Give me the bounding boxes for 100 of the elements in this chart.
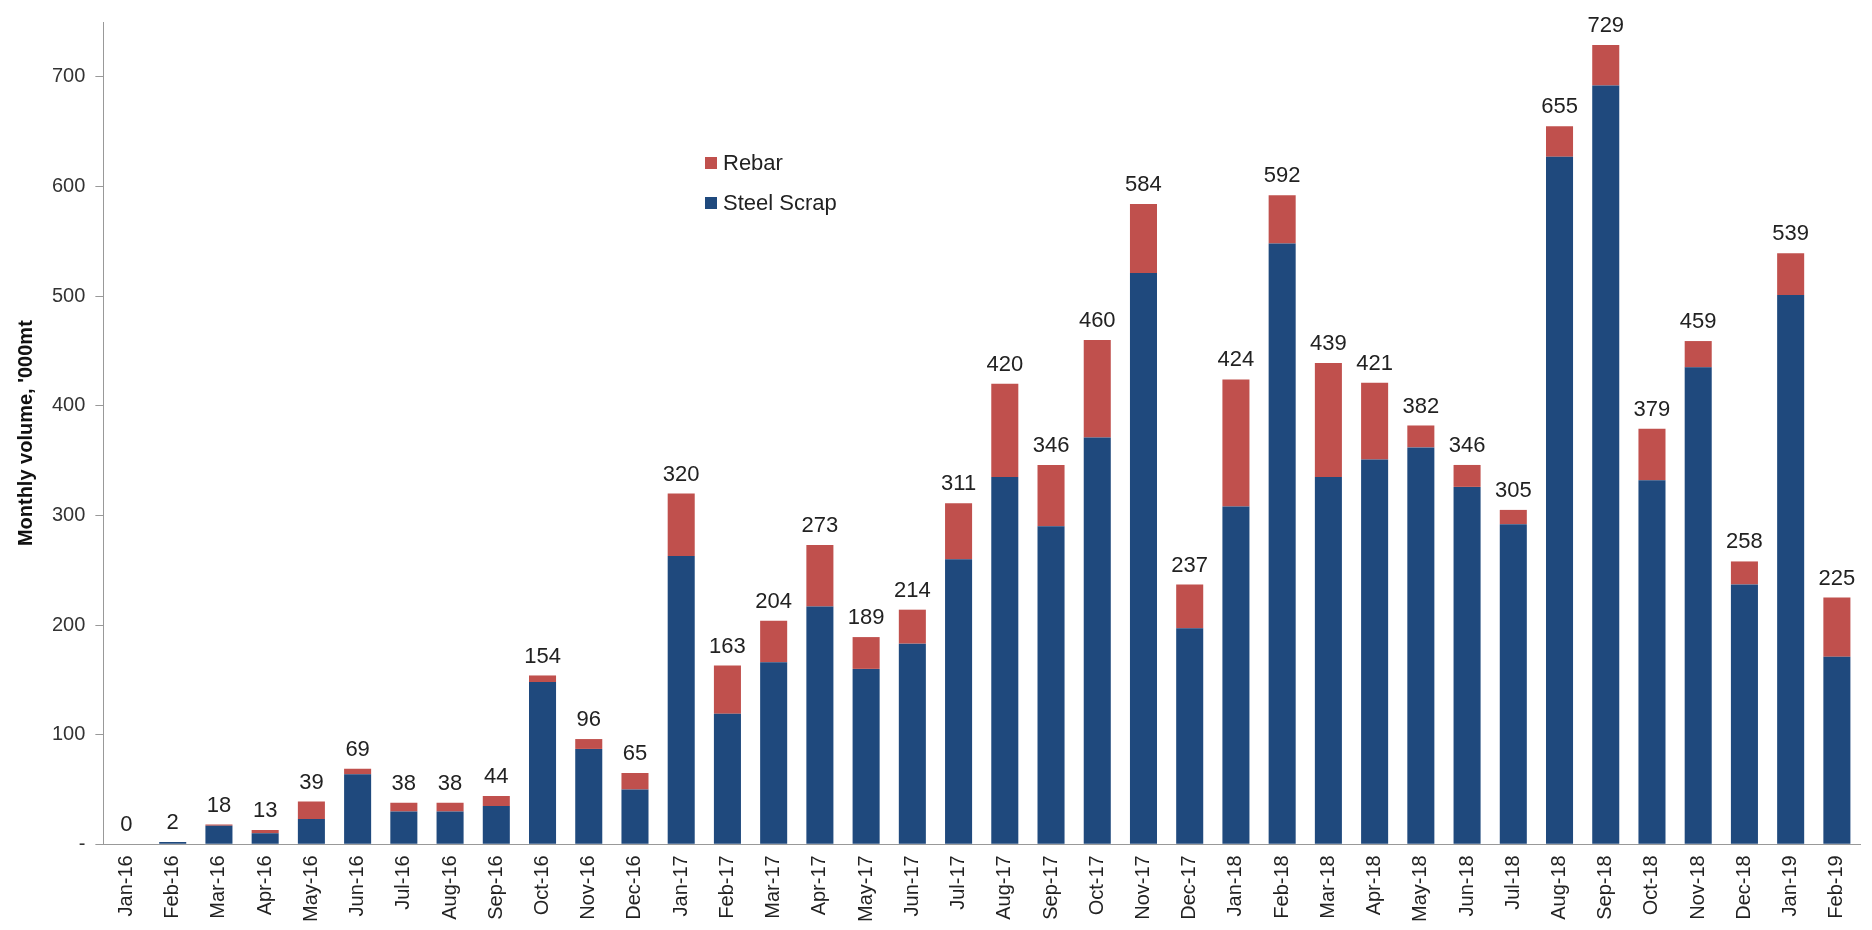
x-tick-label: Sep-18 <box>1593 855 1616 920</box>
total-label: 189 <box>847 604 885 630</box>
bar <box>344 774 372 844</box>
y-axis-title: Monthly volume, '000mt <box>13 319 36 547</box>
x-tick-label: Dec-18 <box>1731 855 1754 920</box>
bar <box>667 555 695 844</box>
x-tick-label: Mar-17 <box>761 855 784 919</box>
x-tick-label: Feb-17 <box>714 855 737 919</box>
total-label: 214 <box>893 576 931 602</box>
bar <box>760 620 788 663</box>
bar <box>1407 425 1435 448</box>
bar <box>1592 45 1620 86</box>
y-tick-label: 600 <box>51 173 86 196</box>
bar <box>575 748 603 844</box>
total-label: 38 <box>391 769 417 795</box>
bar <box>806 606 834 844</box>
bar <box>852 637 880 669</box>
bar <box>1638 480 1666 844</box>
total-label: 305 <box>1494 476 1532 502</box>
total-label: 18 <box>206 791 232 817</box>
bar <box>1684 367 1712 844</box>
y-tick-label: 400 <box>51 393 86 416</box>
bar <box>1407 447 1435 844</box>
bar <box>621 789 649 844</box>
bar <box>1361 382 1389 460</box>
bar <box>390 802 418 812</box>
bar <box>852 668 880 844</box>
bar <box>1499 524 1527 844</box>
bar <box>991 383 1019 478</box>
x-tick-label: Aug-17 <box>992 855 1015 920</box>
x-tick-label: Nov-18 <box>1685 855 1708 920</box>
bar <box>1314 477 1342 844</box>
total-label: 592 <box>1263 162 1301 188</box>
x-tick-label: Nov-17 <box>1131 855 1153 920</box>
bar <box>1730 584 1758 844</box>
x-tick-label: Jan-19 <box>1778 855 1801 917</box>
total-label: 459 <box>1679 308 1717 334</box>
total-label: 729 <box>1587 12 1625 38</box>
bar <box>898 643 926 844</box>
bar <box>1037 526 1065 844</box>
bar <box>436 802 464 812</box>
x-tick-label: Oct-18 <box>1639 855 1662 916</box>
total-label: 346 <box>1032 432 1070 458</box>
bar <box>667 493 695 556</box>
total-label: 163 <box>709 632 746 658</box>
total-label: 320 <box>662 460 700 486</box>
y-tick-label: 500 <box>51 283 86 306</box>
bar <box>1176 584 1204 629</box>
bar <box>1546 126 1574 157</box>
bar <box>991 477 1019 844</box>
x-tick-label: Dec-16 <box>622 855 645 920</box>
bar <box>482 796 510 806</box>
total-label: 460 <box>1078 307 1116 333</box>
bar <box>1037 464 1065 527</box>
total-label: 258 <box>1726 528 1763 554</box>
bar <box>1823 597 1851 657</box>
bar <box>1222 379 1250 507</box>
y-tick-label: 300 <box>51 502 86 525</box>
bar <box>1638 428 1666 481</box>
x-tick-label: Jan-16 <box>114 855 136 917</box>
bar <box>1592 85 1620 844</box>
legend-label: Steel Scrap <box>723 190 837 216</box>
total-label: 439 <box>1310 330 1347 356</box>
x-tick-label: Jun-16 <box>345 855 368 917</box>
bar <box>1730 561 1758 585</box>
x-tick-label: Feb-19 <box>1824 855 1847 919</box>
total-label: 0 <box>120 811 133 837</box>
bar <box>945 503 973 560</box>
x-tick-label: Mar-18 <box>1315 855 1338 919</box>
x-tick-label: Jan-17 <box>668 855 691 917</box>
x-tick-label: Apr-18 <box>1362 855 1385 916</box>
bar <box>1453 464 1481 487</box>
bar <box>297 801 325 820</box>
total-label: 38 <box>437 769 463 795</box>
x-tick-label: Sep-17 <box>1038 855 1061 920</box>
total-label: 311 <box>941 470 977 496</box>
bar <box>1684 341 1712 368</box>
bar <box>713 713 741 844</box>
x-tick-label: May-16 <box>298 855 321 923</box>
x-tick-label: Jun-17 <box>899 855 922 917</box>
bar <box>1268 195 1296 244</box>
total-label: 204 <box>755 587 793 613</box>
bar <box>1361 459 1389 844</box>
y-tick-label: - <box>78 831 86 854</box>
bar <box>1083 339 1111 438</box>
x-tick-label: May-17 <box>853 855 876 923</box>
total-label: 382 <box>1402 392 1440 418</box>
total-label: 44 <box>484 763 509 789</box>
bar <box>1129 273 1157 844</box>
total-label: 421 <box>1356 349 1393 375</box>
x-tick-label: Jun-18 <box>1454 855 1477 917</box>
bar <box>390 811 418 844</box>
bar <box>1499 509 1527 525</box>
x-tick-label: Apr-16 <box>252 855 275 916</box>
x-tick-label: Oct-17 <box>1084 855 1107 916</box>
total-label: 2 <box>166 809 179 835</box>
bar <box>205 825 233 844</box>
total-label: 420 <box>986 350 1024 376</box>
bar <box>1823 656 1851 844</box>
total-label: 655 <box>1541 93 1578 119</box>
